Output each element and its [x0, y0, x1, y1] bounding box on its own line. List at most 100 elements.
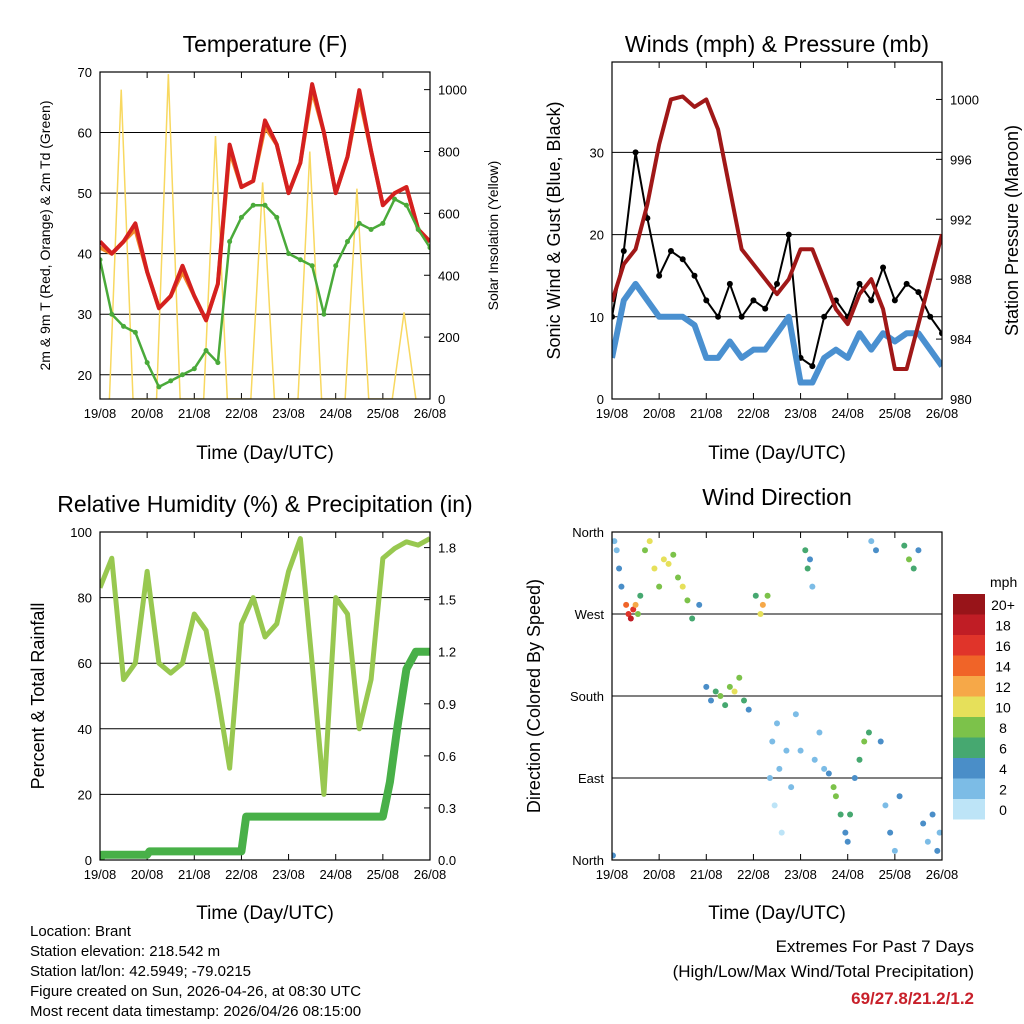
legend-label: 20+: [991, 597, 1015, 613]
x-axis-label: Time (Day/UTC): [708, 443, 846, 464]
y-tick-label-right: 1.5: [438, 593, 456, 608]
y-tick-label: 20: [78, 787, 92, 802]
y-tick-label: South: [570, 689, 604, 704]
legend-label: 16: [995, 638, 1011, 654]
winds-pressure-panel: Winds (mph) & Pressure (mb) Time (Day/UTC…: [544, 31, 1022, 464]
x-tick-label: 23/08: [272, 867, 305, 882]
legend-label: 8: [999, 720, 1007, 736]
wind-direction-point: [630, 606, 637, 613]
wind-direction-point: [797, 747, 804, 754]
wind-direction-panel: Wind Direction Time (Day/UTC) Direction (C…: [524, 484, 958, 924]
wind-direction-point: [717, 693, 724, 699]
x-tick-label: 26/08: [414, 406, 447, 421]
y-tick-label-right: 992: [950, 212, 972, 227]
wind-direction-point: [769, 738, 776, 745]
y-tick-label: 40: [78, 247, 92, 262]
plot-frame: [99, 71, 431, 400]
x-tick-label: 23/08: [784, 867, 817, 882]
wind-direction-point: [792, 711, 799, 718]
wind-direction-point: [665, 560, 672, 567]
y-tick-label: 10: [590, 310, 604, 325]
x-tick-label: 25/08: [879, 406, 912, 421]
wind-direction-point: [809, 583, 816, 590]
y-tick-label-right: 1000: [950, 92, 979, 107]
wind-direction-point: [736, 674, 743, 681]
info-created: Figure created on Sun, 2026-04-26, at 08…: [30, 983, 361, 1000]
y-tick-label: 30: [78, 307, 92, 322]
info-elevation: Station elevation: 218.542 m: [30, 943, 220, 960]
y-tick-label-right: 984: [950, 332, 972, 347]
legend-swatch: [953, 614, 985, 635]
wind-direction-point: [832, 793, 839, 800]
extremes: Extremes For Past 7 Days (High/Low/Max W…: [673, 937, 974, 1008]
y-tick-label: 60: [78, 126, 92, 141]
y-tick-label-right: 0.3: [438, 801, 456, 816]
wind-direction-point: [616, 565, 623, 572]
y-axis-label: 2m & 9m T (Red, Orange) & 2m Td (Green): [37, 101, 53, 371]
wind-direction-point: [776, 765, 783, 772]
plot-area: [100, 74, 430, 399]
legend-label: 6: [999, 741, 1007, 757]
wind-direction-point: [741, 697, 747, 704]
x-axis-label: Time (Day/UTC): [708, 903, 846, 924]
y-tick-label-right: 600: [438, 206, 460, 221]
wind-direction-point: [757, 611, 764, 617]
y-tick-label-right: 980: [950, 392, 972, 407]
x-tick-label: 25/08: [367, 867, 400, 882]
plot-area: [100, 536, 430, 860]
y-tick-label-right: 996: [950, 152, 972, 167]
y-tick-label: 50: [78, 186, 92, 201]
x-tick-label: 26/08: [414, 867, 447, 882]
extremes-subtitle: (High/Low/Max Wind/Total Precipitation): [673, 962, 974, 981]
wind-direction-point: [887, 829, 894, 836]
wind-direction-point: [634, 611, 641, 617]
temperature-panel: Temperature (F) Time (Day/UTC) 2m & 9m T (…: [37, 31, 501, 464]
y-tick-label-right: 0.6: [438, 749, 456, 764]
wind-direction-point: [766, 775, 773, 781]
2m-t-line: [100, 82, 430, 323]
wind-direction-point: [807, 556, 813, 563]
info-location: Location: Brant: [30, 923, 132, 940]
wind-direction-point: [847, 811, 854, 818]
wind-direction-point: [896, 793, 903, 800]
station-pressure-line: [612, 94, 942, 372]
y-tick-label: North: [572, 853, 604, 868]
wind-direction-point: [868, 538, 875, 545]
wind-direction-point: [675, 574, 681, 581]
info-recent: Most recent data timestamp: 2026/04/26 0…: [30, 1003, 361, 1020]
x-tick-label: 21/08: [690, 406, 723, 421]
wind-direction-point: [910, 565, 917, 572]
wind-direction-point: [752, 592, 759, 599]
y-axis-label: Percent & Total Rainfall: [28, 603, 48, 790]
wind-direction-point: [703, 683, 710, 690]
y-axis-label-right: Station Pressure (Maroon): [1002, 125, 1022, 336]
wind-direction-point: [830, 784, 837, 791]
wind-direction-point: [625, 611, 632, 617]
x-tick-label: 19/08: [84, 867, 117, 882]
x-tick-label: 19/08: [596, 406, 629, 421]
y-tick-label-right: 400: [438, 268, 460, 283]
legend-label: 12: [995, 679, 1011, 695]
y-tick-label-right: 1000: [438, 83, 467, 98]
wind-direction-point: [722, 702, 729, 709]
y-axis-label: Sonic Wind & Gust (Blue, Black): [544, 101, 564, 359]
legend-swatch: [953, 717, 985, 738]
plot-frame: [611, 61, 943, 400]
legend-label: 10: [995, 700, 1011, 716]
wind-direction-point: [679, 583, 686, 590]
info-latlon: Station lat/lon: 42.5949; -79.0215: [30, 963, 251, 980]
x-tick-label: 22/08: [225, 406, 258, 421]
x-tick-label: 26/08: [926, 406, 959, 421]
gust-line: [612, 151, 942, 368]
wind-direction-point: [684, 597, 691, 604]
x-tick-label: 19/08: [84, 406, 117, 421]
y-tick-label-right: 0.0: [438, 853, 456, 868]
wind-direction-point: [660, 556, 667, 563]
x-tick-label: 20/08: [643, 867, 676, 882]
x-tick-label: 20/08: [643, 406, 676, 421]
y-axis-label: Direction (Colored By Speed): [524, 579, 544, 813]
station-info: Location: Brant Station elevation: 218.5…: [30, 923, 361, 1020]
y-tick-label: 20: [78, 368, 92, 383]
wind-direction-point: [915, 547, 922, 554]
